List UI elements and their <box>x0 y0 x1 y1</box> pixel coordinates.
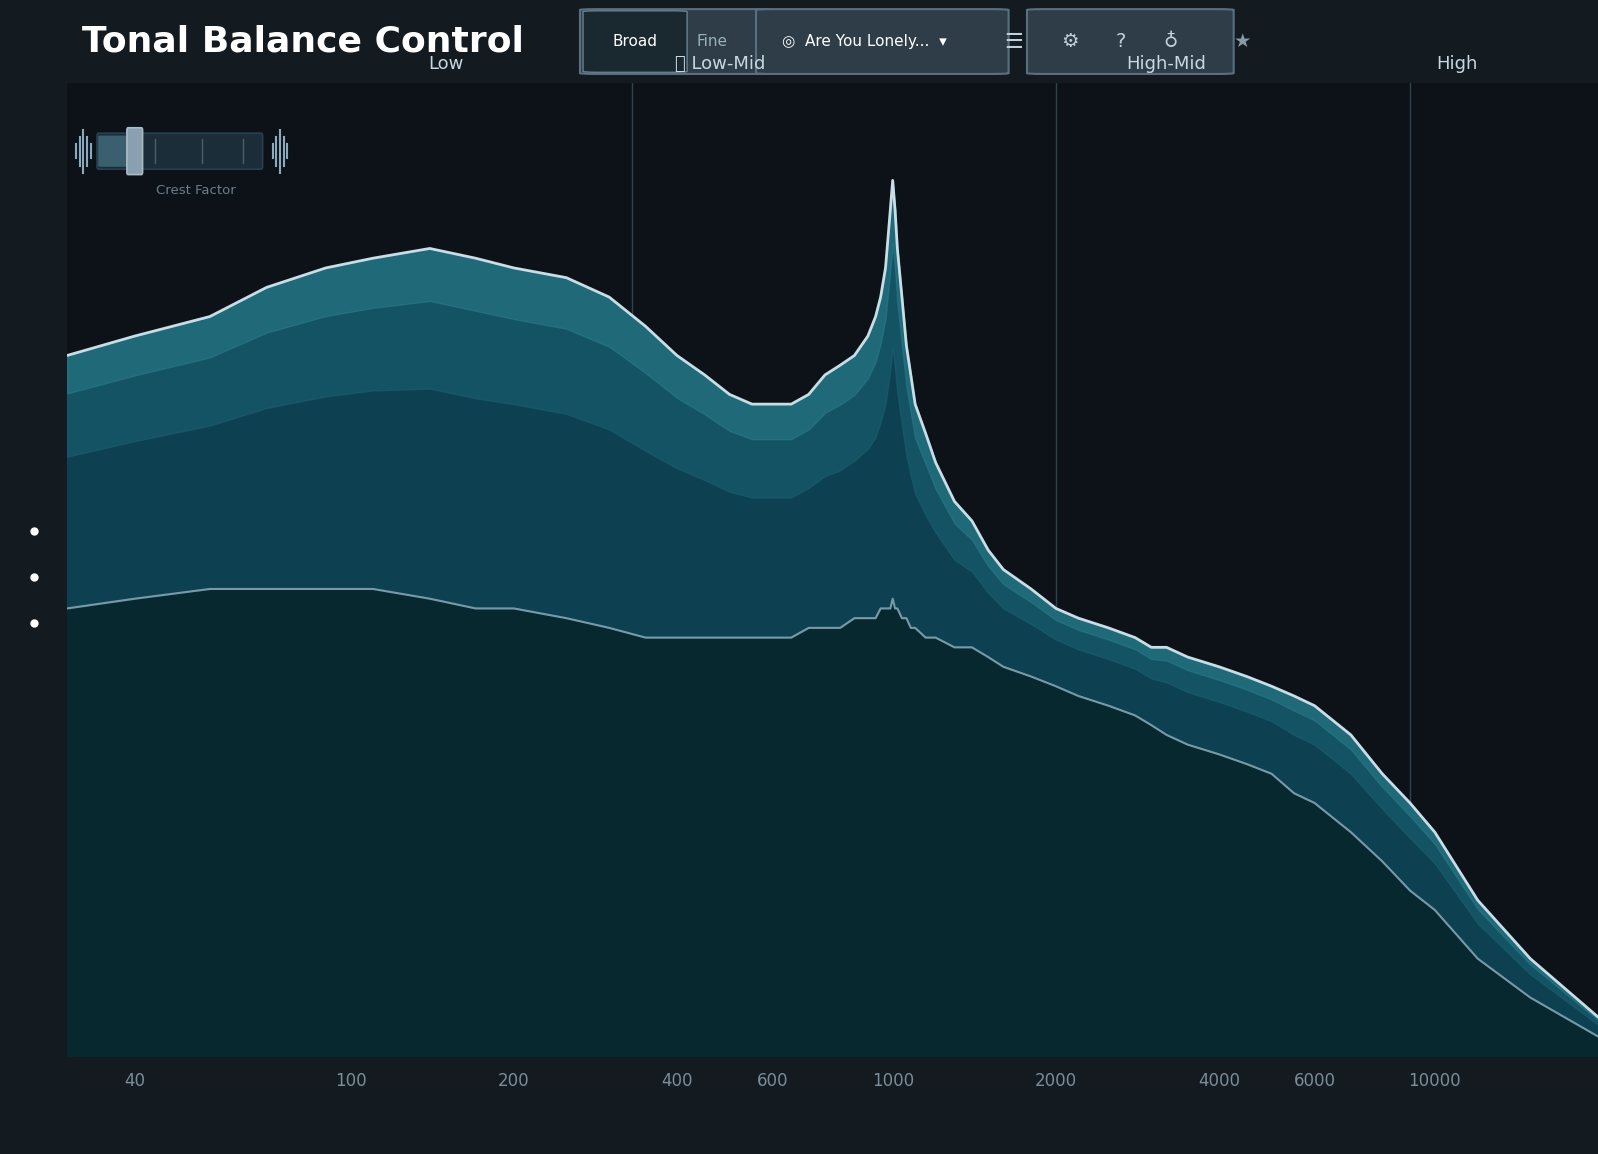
Text: Low: Low <box>428 55 463 74</box>
Text: Broad: Broad <box>612 35 657 48</box>
FancyBboxPatch shape <box>126 128 142 174</box>
Text: High: High <box>1437 55 1478 74</box>
FancyBboxPatch shape <box>97 133 262 170</box>
Text: ★: ★ <box>1234 32 1251 51</box>
Text: ⚙: ⚙ <box>1061 32 1079 51</box>
FancyBboxPatch shape <box>1028 9 1234 74</box>
Text: Crest Factor: Crest Factor <box>157 185 237 197</box>
Text: Tonal Balance Control: Tonal Balance Control <box>83 24 524 59</box>
Text: ?: ? <box>1115 32 1125 51</box>
Text: ♁: ♁ <box>1163 32 1178 51</box>
FancyBboxPatch shape <box>756 9 1008 74</box>
Text: ☰: ☰ <box>1004 31 1023 52</box>
Text: ◎  Are You Lonely...  ▾: ◎ Are You Lonely... ▾ <box>781 35 946 48</box>
FancyBboxPatch shape <box>583 10 687 73</box>
Text: Ⓢ Low-Mid: Ⓢ Low-Mid <box>674 55 765 74</box>
Text: Fine: Fine <box>697 35 727 48</box>
FancyBboxPatch shape <box>97 135 136 167</box>
Text: High-Mid: High-Mid <box>1127 55 1206 74</box>
FancyBboxPatch shape <box>580 9 772 74</box>
